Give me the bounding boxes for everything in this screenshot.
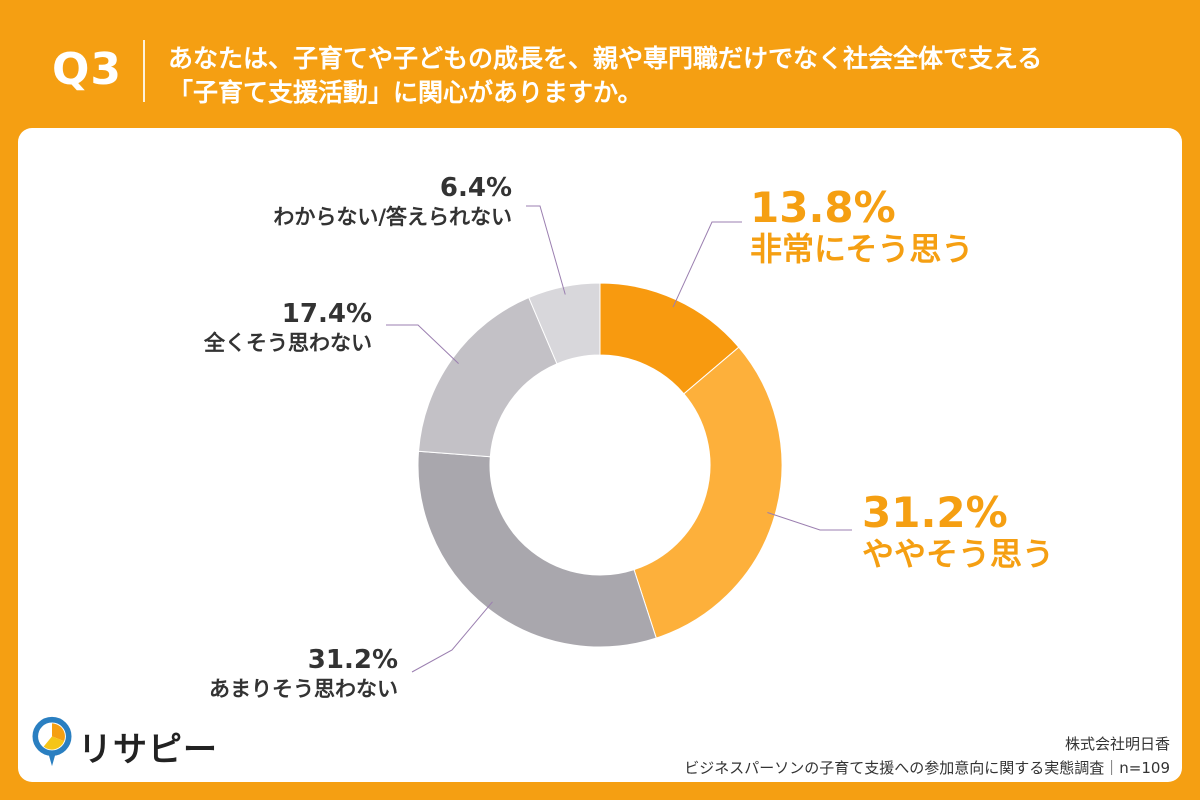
slice-percent-label-3: 31.2% bbox=[308, 645, 398, 675]
header-divider bbox=[143, 40, 145, 102]
slice-percent-label-4: 17.4% bbox=[282, 299, 372, 329]
donut-slice-3 bbox=[417, 450, 657, 648]
source-note: 株式会社明日香 ビジネスパーソンの子育て支援への参加意向に関する実態調査｜n=1… bbox=[684, 732, 1170, 780]
slice-percent-label-1: 13.8% bbox=[750, 183, 896, 232]
slice-category-label-5: わからない/答えられない bbox=[273, 205, 512, 229]
donut-slice-4 bbox=[417, 296, 558, 458]
question-line-2: 「子育て支援活動」に関心がありますか。 bbox=[168, 78, 643, 107]
leader-line-2 bbox=[767, 512, 852, 531]
slice-percent-label-2: 31.2% bbox=[862, 488, 1008, 537]
slice-percent-label-5: 6.4% bbox=[440, 173, 512, 203]
slice-category-label-4: 全くそう思わない bbox=[203, 331, 372, 355]
leader-line-1 bbox=[672, 221, 742, 308]
donut-slice-5 bbox=[528, 282, 601, 365]
chart-card bbox=[18, 128, 1182, 782]
slice-category-label-1: 非常にそう思う bbox=[750, 230, 973, 268]
slice-category-label-2: ややそう思う bbox=[862, 535, 1054, 573]
question-line-1: あなたは、子育てや子どもの成長を、親や専門職だけでなく社会全体で支える bbox=[168, 44, 1043, 73]
leader-line-5 bbox=[526, 205, 566, 295]
logo-pin-icon bbox=[32, 716, 72, 767]
donut-slice-2 bbox=[633, 346, 783, 639]
company-name: 株式会社明日香 bbox=[1064, 735, 1170, 753]
leader-line-3 bbox=[411, 601, 493, 673]
survey-title: ビジネスパーソンの子育て支援への参加意向に関する実態調査｜n=109 bbox=[684, 759, 1170, 777]
question-text: あなたは、子育てや子どもの成長を、親や専門職だけでなく社会全体で支える 「子育て… bbox=[168, 42, 1168, 110]
question-number: Q3 bbox=[52, 44, 123, 95]
slice-category-label-3: あまりそう思わない bbox=[209, 677, 398, 701]
question-header: Q3 あなたは、子育てや子どもの成長を、親や専門職だけでなく社会全体で支える 「… bbox=[0, 0, 1200, 128]
leader-line-4 bbox=[386, 324, 459, 364]
logo-text: リサピー bbox=[78, 730, 218, 770]
